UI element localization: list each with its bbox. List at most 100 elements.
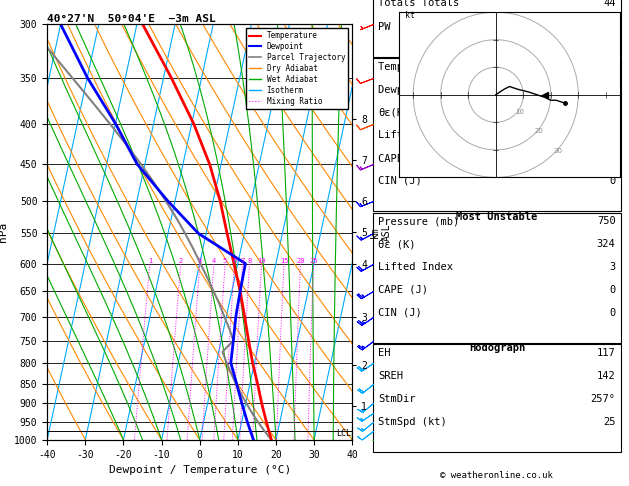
Parcel Trajectory: [216, 301, 223, 307]
Parcel Trajectory: [261, 428, 269, 434]
Text: StmSpd (kt): StmSpd (kt): [378, 417, 447, 427]
Y-axis label: km
ASL: km ASL: [370, 223, 391, 241]
Y-axis label: hPa: hPa: [0, 222, 8, 242]
Temperature: [241, 314, 248, 320]
Line: Parcel Trajectory: Parcel Trajectory: [28, 24, 271, 440]
Temperature: [237, 288, 244, 294]
Dewpoint: [243, 419, 251, 425]
Temperature: [263, 419, 270, 425]
Text: PW (cm): PW (cm): [378, 21, 422, 31]
Text: 2: 2: [179, 258, 183, 263]
Dewpoint: [237, 288, 244, 294]
Parcel Trajectory: [230, 338, 237, 344]
Parcel Trajectory: [181, 230, 189, 236]
Temperature: [258, 400, 265, 406]
Text: CIN (J): CIN (J): [378, 176, 422, 186]
Text: 30: 30: [554, 148, 562, 154]
Text: Temp (°C): Temp (°C): [378, 62, 435, 72]
Parcel Trajectory: [243, 400, 250, 406]
Text: Surface: Surface: [475, 57, 519, 67]
Text: 324: 324: [597, 239, 616, 249]
Parcel Trajectory: [123, 141, 130, 147]
Parcel Trajectory: [137, 161, 145, 167]
Text: 0: 0: [610, 308, 616, 318]
Parcel Trajectory: [232, 381, 240, 387]
Text: 25: 25: [309, 258, 318, 263]
Dewpoint: [84, 74, 91, 80]
Text: 5: 5: [223, 258, 227, 263]
Parcel Trajectory: [197, 260, 204, 266]
Parcel Trajectory: [254, 419, 262, 425]
Parcel Trajectory: [88, 98, 96, 104]
Text: Most Unstable: Most Unstable: [456, 211, 538, 222]
Text: 18.8: 18.8: [591, 62, 616, 72]
Text: 14.1: 14.1: [591, 85, 616, 95]
Text: 40°27'N  50°04'E  −3m ASL: 40°27'N 50°04'E −3m ASL: [47, 14, 216, 23]
Dewpoint: [233, 381, 240, 387]
Temperature: [216, 198, 224, 204]
Text: 10: 10: [515, 109, 524, 115]
Temperature: [190, 121, 198, 126]
Text: Totals Totals: Totals Totals: [378, 0, 460, 8]
Parcel Trajectory: [267, 437, 275, 443]
Text: θε (K): θε (K): [378, 239, 416, 249]
Parcel Trajectory: [47, 49, 55, 55]
Text: Hodograph: Hodograph: [469, 343, 525, 353]
Text: © weatheronline.co.uk: © weatheronline.co.uk: [440, 471, 554, 480]
Dewpoint: [112, 121, 120, 126]
Text: kt: kt: [405, 11, 415, 19]
Text: 0: 0: [610, 176, 616, 186]
Parcel Trajectory: [162, 198, 169, 204]
Parcel Trajectory: [150, 180, 158, 186]
Dewpoint: [57, 21, 64, 27]
Dewpoint: [232, 314, 240, 320]
Text: 8: 8: [247, 258, 252, 263]
Parcel Trajectory: [172, 214, 180, 220]
Text: 0: 0: [610, 285, 616, 295]
Line: Temperature: Temperature: [143, 24, 271, 440]
Parcel Trajectory: [204, 275, 211, 280]
Temperature: [230, 260, 238, 266]
Text: Dewp (°C): Dewp (°C): [378, 85, 435, 95]
Temperature: [249, 360, 257, 366]
Text: 1: 1: [148, 258, 152, 263]
Parcel Trajectory: [226, 326, 233, 332]
Text: 3: 3: [610, 262, 616, 272]
Text: 2.73: 2.73: [591, 21, 616, 31]
Temperature: [139, 21, 147, 27]
Text: 0: 0: [610, 153, 616, 163]
Parcel Trajectory: [221, 314, 228, 320]
Dewpoint: [195, 230, 203, 236]
Text: 257°: 257°: [591, 394, 616, 404]
Text: 6: 6: [232, 258, 237, 263]
Parcel Trajectory: [106, 121, 113, 126]
Temperature: [223, 230, 231, 236]
Temperature: [254, 381, 262, 387]
Text: θε(K): θε(K): [378, 107, 409, 118]
Text: 5: 5: [610, 130, 616, 140]
Text: CAPE (J): CAPE (J): [378, 285, 428, 295]
Text: 117: 117: [597, 348, 616, 358]
Text: 4: 4: [212, 258, 216, 263]
Parcel Trajectory: [25, 21, 32, 27]
Text: SREH: SREH: [378, 371, 403, 381]
Text: 20: 20: [534, 128, 543, 134]
Text: 15: 15: [280, 258, 288, 263]
Text: 142: 142: [597, 371, 616, 381]
Text: 3: 3: [198, 258, 202, 263]
Text: CIN (J): CIN (J): [378, 308, 422, 318]
Temperature: [206, 161, 213, 167]
Dewpoint: [230, 338, 237, 344]
Text: StmDir: StmDir: [378, 394, 416, 404]
Text: 7: 7: [240, 258, 245, 263]
Text: LCL: LCL: [336, 429, 351, 438]
Text: 20: 20: [296, 258, 304, 263]
Dewpoint: [164, 198, 171, 204]
Text: 44: 44: [603, 0, 616, 8]
Temperature: [245, 338, 252, 344]
Temperature: [167, 74, 175, 80]
Legend: Temperature, Dewpoint, Parcel Trajectory, Dry Adiabat, Wet Adiabat, Isotherm, Mi: Temperature, Dewpoint, Parcel Trajectory…: [246, 28, 348, 109]
Text: 319: 319: [597, 107, 616, 118]
Text: 12.05.2024  06GMT  (Base: 06): 12.05.2024 06GMT (Base: 06): [419, 12, 601, 22]
Text: CAPE (J): CAPE (J): [378, 153, 428, 163]
